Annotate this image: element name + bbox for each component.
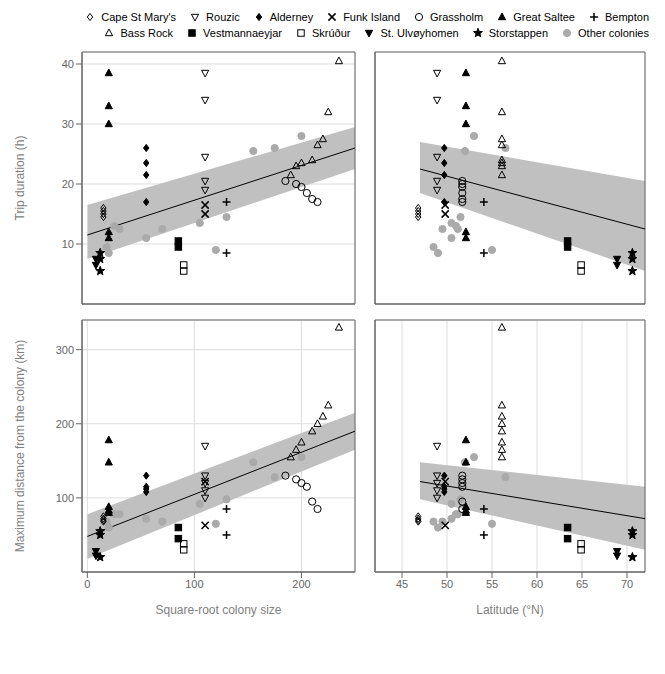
svg-text:65: 65 [576, 578, 588, 590]
html-text:Storstappen: Storstappen [488, 27, 549, 39]
svg-text:100: 100 [56, 492, 74, 504]
html-text:Bass Rock: Bass Rock [120, 27, 174, 39]
svg-text:60: 60 [531, 578, 543, 590]
svg-text:30: 30 [62, 118, 74, 130]
html-text:Vestmannaeyjar: Vestmannaeyjar [203, 27, 282, 39]
svg-text:70: 70 [621, 578, 633, 590]
svg-text:Trip duration (h): Trip duration (h) [13, 136, 27, 221]
svg-text:200: 200 [292, 578, 310, 590]
svg-text:Latitude (°N): Latitude (°N) [476, 603, 544, 617]
html-text:Rouzic: Rouzic [206, 11, 240, 23]
html-text:Alderney: Alderney [269, 11, 314, 23]
svg-text:Maximum distance from the colo: Maximum distance from the colony (km) [13, 340, 27, 553]
svg-text:100: 100 [185, 578, 203, 590]
html-text:Other colonies: Other colonies [578, 27, 649, 39]
svg-text:Square-root colony size: Square-root colony size [155, 603, 281, 617]
html-text:Great Saltee: Great Saltee [513, 11, 575, 23]
html-text:Grassholm: Grassholm [430, 11, 484, 23]
html-text:Bempton: Bempton [605, 11, 649, 23]
svg-text:200: 200 [56, 418, 74, 430]
html-text:Funk Island: Funk Island [343, 11, 400, 23]
svg-text:10: 10 [62, 238, 74, 250]
svg-text:45: 45 [396, 578, 408, 590]
svg-text:40: 40 [62, 58, 74, 70]
html-text:St. Ulvøyhomen: St. Ulvøyhomen [380, 27, 459, 39]
svg-text:300: 300 [56, 344, 74, 356]
svg-text:0: 0 [84, 578, 90, 590]
svg-text:20: 20 [62, 178, 74, 190]
html-text:Cape St Mary's: Cape St Mary's [101, 11, 177, 23]
svg-text:55: 55 [486, 578, 498, 590]
html-text:Skrúður: Skrúður [312, 27, 351, 39]
svg-text:50: 50 [441, 578, 453, 590]
